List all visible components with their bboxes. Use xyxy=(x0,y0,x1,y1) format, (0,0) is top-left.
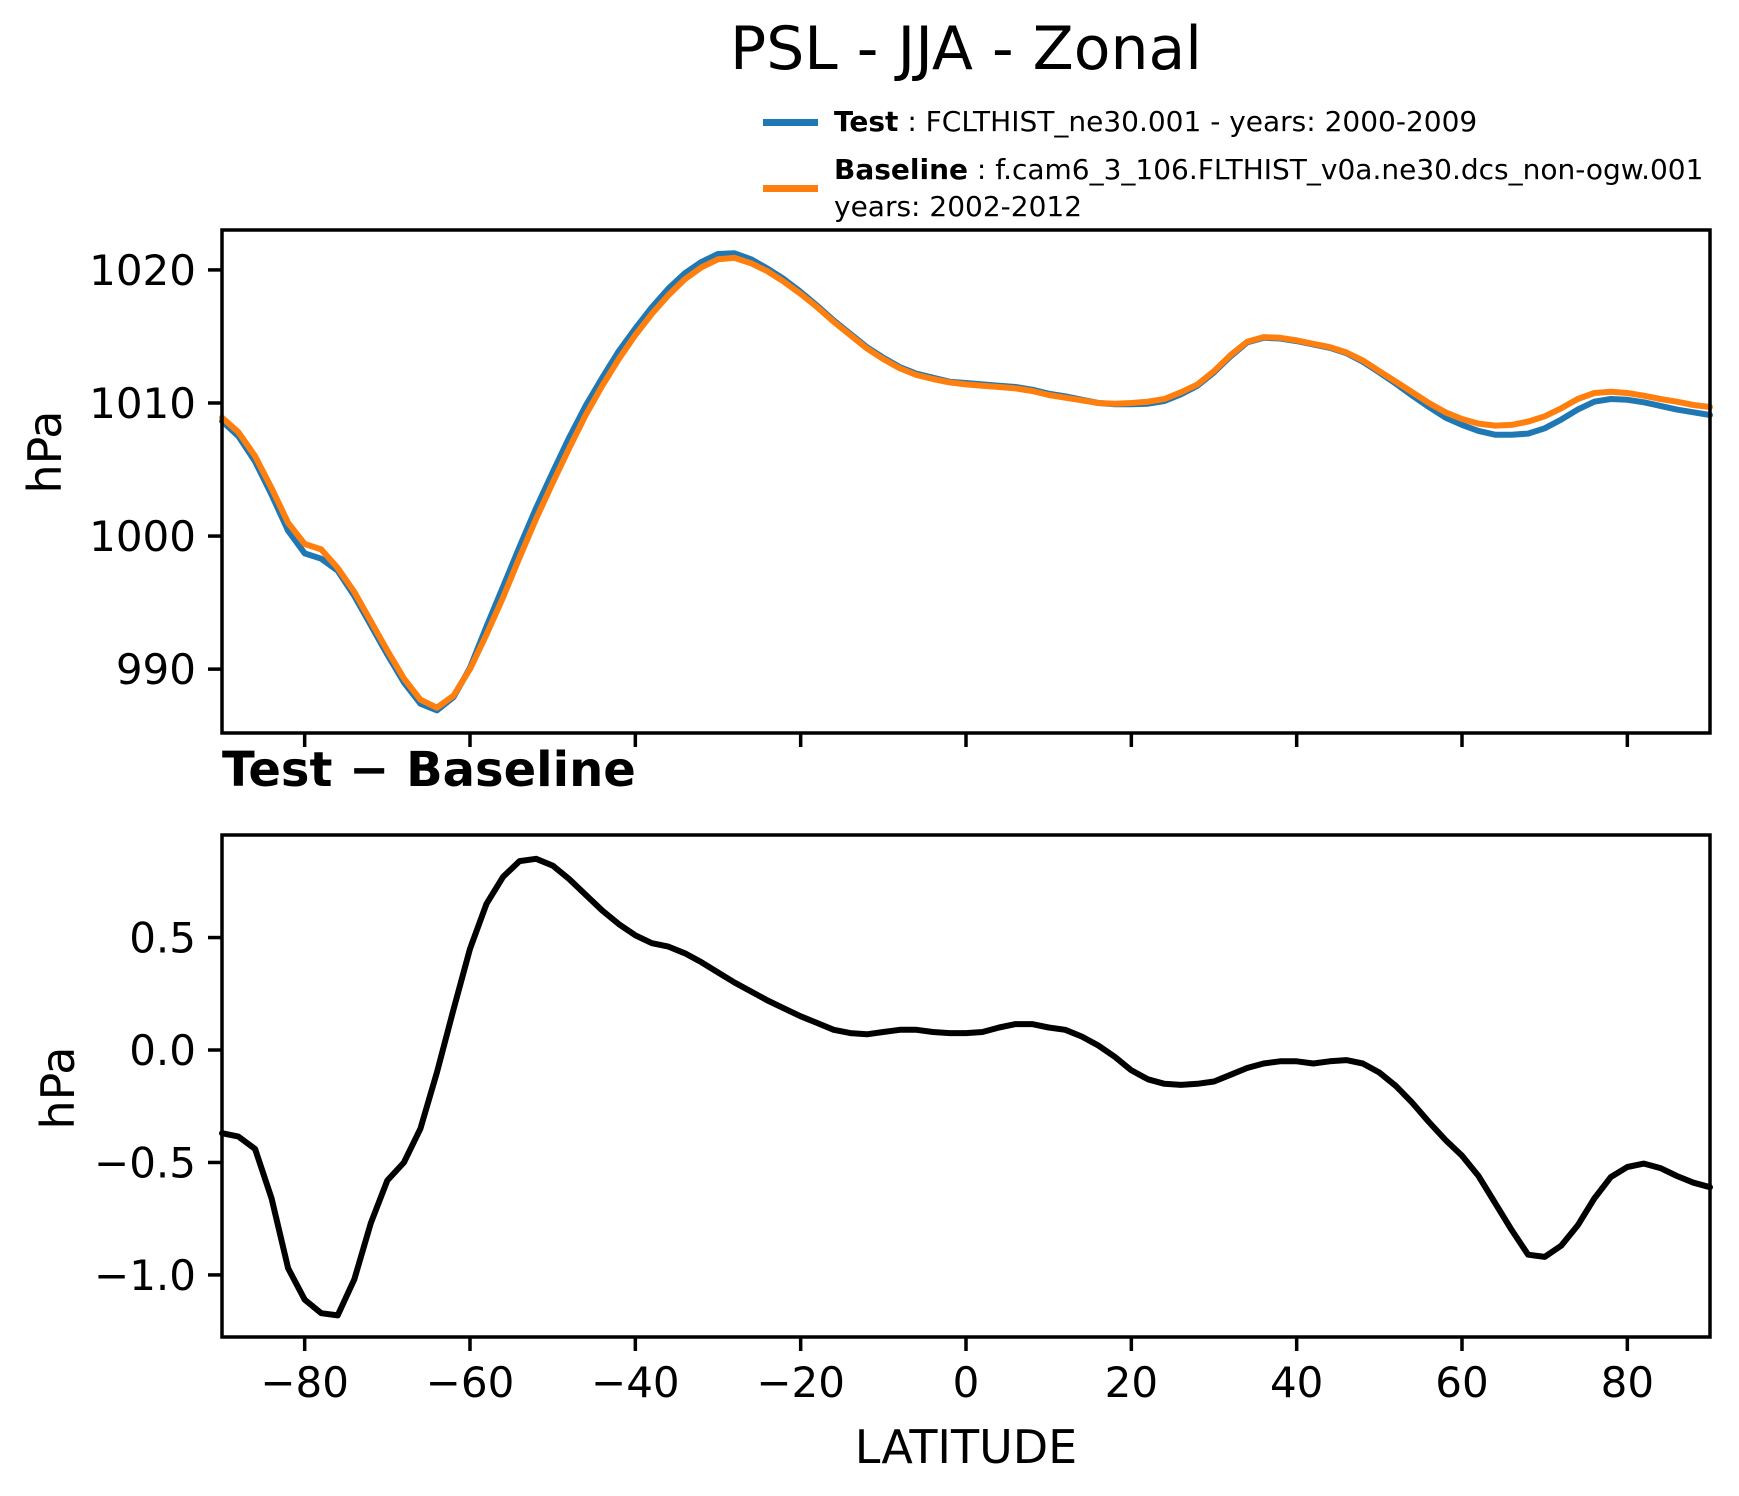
diff-plot-title: Test − Baseline xyxy=(222,742,636,798)
y-tick-label: 0.5 xyxy=(129,914,196,963)
legend-entry-baseline-text: Baseline : f.cam6_3_106.FLTHIST_v0a.ne30… xyxy=(834,152,1703,225)
legend-baseline-desc: : f.cam6_3_106.FLTHIST_v0a.ne30.dcs_non-… xyxy=(968,153,1704,187)
y-tick-label: 0.0 xyxy=(129,1026,196,1075)
axes-frame xyxy=(220,228,1712,735)
x-tick-label: 0 xyxy=(953,1358,980,1407)
panel-1: 990 1000 1010 1020 xyxy=(89,228,1713,747)
series-line-baseline xyxy=(219,254,1713,711)
y-tick-label: 1000 xyxy=(89,512,196,561)
legend-baseline-years: years: 2002-2012 xyxy=(834,189,1083,223)
y-tick-label: −0.5 xyxy=(94,1138,196,1187)
legend-baseline-label: Baseline xyxy=(834,153,969,187)
y-tick-label: 1010 xyxy=(89,379,196,428)
panel-2: −80 −60 −40 −20 0 20 40 60 80 0.5 0.0 −0.5 −1.0 xyxy=(94,833,1713,1407)
legend-test-desc: : FCLTHIST_ne30.001 - years: 2000-2009 xyxy=(898,105,1478,138)
legend: Test : FCLTHIST_ne30.001 - years: 2000-2… xyxy=(763,104,1703,225)
legend-entry-test-text: Test : FCLTHIST_ne30.001 - years: 2000-2… xyxy=(834,104,1477,140)
x-tick-label: −40 xyxy=(591,1358,680,1407)
y-tick-label: −1.0 xyxy=(94,1251,196,1300)
x-tick-label: 60 xyxy=(1435,1358,1488,1407)
x-tick-label: −60 xyxy=(426,1358,515,1407)
axes-frame xyxy=(220,833,1712,1339)
series-line-test-baseline xyxy=(219,855,1713,1319)
baseline-line-swatch xyxy=(763,185,818,193)
x-tick-label: 80 xyxy=(1601,1358,1654,1407)
x-tick-label: −80 xyxy=(260,1358,349,1407)
top-plot-ylabel: hPa xyxy=(18,410,72,494)
legend-entry-baseline: Baseline : f.cam6_3_106.FLTHIST_v0a.ne30… xyxy=(763,152,1703,225)
legend-entry-test: Test : FCLTHIST_ne30.001 - years: 2000-2… xyxy=(763,104,1703,140)
x-tick-label: 20 xyxy=(1105,1358,1158,1407)
x-tick-label: −20 xyxy=(756,1358,845,1407)
y-tick-label: 1020 xyxy=(89,246,196,295)
figure-title: PSL - JJA - Zonal xyxy=(730,14,1202,84)
x-tick-label: 40 xyxy=(1270,1358,1323,1407)
legend-test-label: Test xyxy=(834,105,899,138)
y-tick-label: 990 xyxy=(116,645,196,694)
x-axis-label: LATITUDE xyxy=(854,1420,1078,1474)
diff-plot-ylabel: hPa xyxy=(31,1046,85,1130)
test-line-swatch xyxy=(763,118,818,126)
series-line-test xyxy=(219,250,1713,714)
